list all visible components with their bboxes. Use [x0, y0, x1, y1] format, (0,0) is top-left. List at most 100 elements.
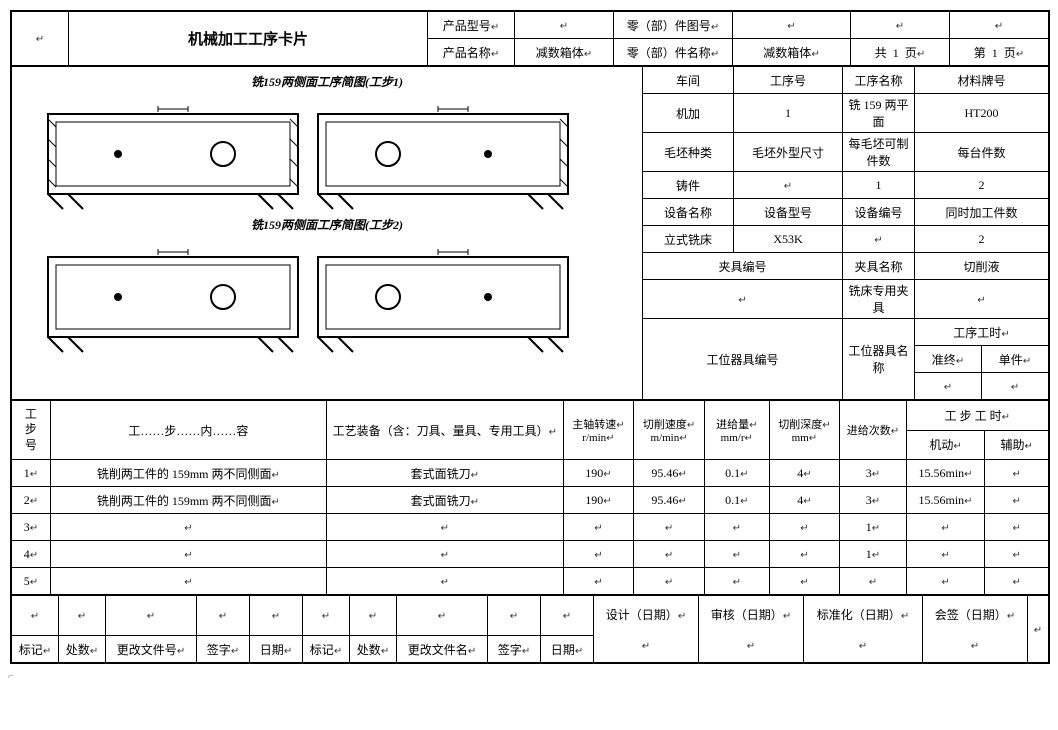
- label-date: 日期↵: [250, 636, 303, 663]
- table-cell: 5↵: [12, 568, 51, 595]
- table-cell: ↵: [769, 541, 840, 568]
- info-label: 每毛坯可制件数: [843, 133, 915, 172]
- info-label: 同时加工件数: [915, 199, 1049, 226]
- col-tooling: 工艺装备（含：刀具、量具、专用工具）↵: [326, 401, 563, 460]
- info-label: 设备编号: [843, 199, 915, 226]
- footer-blank: ↵: [12, 596, 59, 636]
- table-cell: ↵: [704, 541, 769, 568]
- info-val: ↵: [643, 280, 843, 319]
- table-cell: ↵: [906, 568, 985, 595]
- col-cutspeed: 切削速度↵m/min↵: [634, 401, 705, 460]
- table-cell: ↵: [906, 541, 985, 568]
- table-cell: ↵: [906, 514, 985, 541]
- info-val: 铸件: [643, 172, 734, 199]
- label-date2: 日期↵: [541, 636, 594, 663]
- footer-blank: ↵: [59, 596, 106, 636]
- table-cell: 3↵: [840, 487, 906, 514]
- table-cell: ↵: [563, 568, 634, 595]
- table-cell: ↵: [50, 514, 326, 541]
- info-val: ↵: [915, 373, 982, 400]
- col-stepno: 工步号: [12, 401, 51, 460]
- info-val: 立式铣床: [643, 226, 734, 253]
- table-cell: ↵: [985, 568, 1049, 595]
- table-row: 2↵铣削两工件的 159mm 两不同侧面↵套式面铣刀↵190↵95.46↵0.1…: [12, 487, 1049, 514]
- table-cell: ↵: [985, 514, 1049, 541]
- info-label: 设备名称: [643, 199, 734, 226]
- val-product-name: 减数箱体↵: [515, 39, 614, 66]
- table-cell: 4↵: [769, 460, 840, 487]
- info-label: 夹具名称: [843, 253, 915, 280]
- info-label: 工位器具名称: [843, 319, 915, 400]
- col-feed: 进给量↵mm/r↵: [704, 401, 769, 460]
- label-changefilename: 更改文件名↵: [397, 636, 488, 663]
- table-cell: ↵: [326, 541, 563, 568]
- drawing-label-2: 铣159两侧面工序简图(工步2): [18, 216, 636, 233]
- table-cell: 3↵: [12, 514, 51, 541]
- footer-table: ↵ ↵ ↵ ↵ ↵ ↵ ↵ ↵ ↵ ↵ 设计（日期）↵↵ 审核（日期）↵↵ 标准…: [11, 595, 1049, 663]
- info-val: 2: [915, 172, 1049, 199]
- table-cell: 95.46↵: [634, 460, 705, 487]
- info-val: ↵: [843, 226, 915, 253]
- table-cell: 套式面铣刀↵: [326, 460, 563, 487]
- footer-blank: ↵: [541, 596, 594, 636]
- info-val: ↵: [982, 373, 1049, 400]
- info-label: 毛坯种类: [643, 133, 734, 172]
- info-label: 设备型号: [734, 199, 843, 226]
- table-cell: ↵: [704, 568, 769, 595]
- table-row: 1↵铣削两工件的 159mm 两不同侧面↵套式面铣刀↵190↵95.46↵0.1…: [12, 460, 1049, 487]
- info-val: ↵: [734, 172, 843, 199]
- drawing-1: [18, 94, 618, 214]
- card-title: 机械加工工序卡片: [69, 12, 428, 66]
- table-cell: ↵: [985, 460, 1049, 487]
- info-val: 1: [734, 94, 843, 133]
- table-cell: ↵: [769, 568, 840, 595]
- blank: ↵: [851, 12, 950, 39]
- table-cell: ↵: [840, 568, 906, 595]
- info-label: 工位器具编号: [643, 319, 843, 400]
- table-cell: 1↵: [12, 460, 51, 487]
- table-cell: ↵: [563, 514, 634, 541]
- val-product-model: ↵: [515, 12, 614, 39]
- label-part-name: 零（部）件名称↵: [614, 39, 733, 66]
- label-changefileno: 更改文件号↵: [106, 636, 197, 663]
- info-label: 准终↵: [915, 346, 982, 373]
- table-cell: ↵: [50, 541, 326, 568]
- footer-blank: ↵: [303, 596, 350, 636]
- label-std: 标准化（日期）↵↵: [804, 596, 923, 663]
- label-design: 设计（日期）↵↵: [594, 596, 699, 663]
- footer-blank: ↵: [350, 596, 397, 636]
- info-label: 单件↵: [982, 346, 1049, 373]
- table-row: 3↵↵↵↵↵↵↵1↵↵↵: [12, 514, 1049, 541]
- col-time: 工 步 工 时↵: [906, 401, 1048, 431]
- info-label: 每台件数: [915, 133, 1049, 172]
- footer-blank: ↵: [250, 596, 303, 636]
- table-cell: 套式面铣刀↵: [326, 487, 563, 514]
- current-page: 第 1 页↵: [950, 39, 1049, 66]
- table-cell: 95.46↵: [634, 487, 705, 514]
- drawing-area: 铣159两侧面工序简图(工步1): [12, 67, 643, 400]
- info-label: 工序工时↵: [915, 319, 1049, 346]
- label-mark: 标记↵: [12, 636, 59, 663]
- info-val: 2: [915, 226, 1049, 253]
- info-label: 工序号: [734, 67, 843, 94]
- col-time-a: 机动↵: [906, 430, 985, 460]
- info-val: ↵: [915, 280, 1049, 319]
- info-val: 铣 159 两平面: [843, 94, 915, 133]
- label-count: 处数↵: [59, 636, 106, 663]
- col-passes: 进给次数↵: [840, 401, 906, 460]
- footer-blank: ↵: [1028, 596, 1049, 663]
- blank: ↵: [950, 12, 1049, 39]
- table-cell: ↵: [634, 568, 705, 595]
- info-val: X53K: [734, 226, 843, 253]
- table-cell: 1↵: [840, 514, 906, 541]
- total-pages: 共 1 页↵: [851, 39, 950, 66]
- info-val: 铣床专用夹具: [843, 280, 915, 319]
- footer-blank: ↵: [397, 596, 488, 636]
- table-cell: ↵: [704, 514, 769, 541]
- label-check: 审核（日期）↵↵: [699, 596, 804, 663]
- label-part-drawing-no: 零（部）件图号↵: [614, 12, 733, 39]
- step-table: 工步号 工……步……内……容 工艺装备（含：刀具、量具、专用工具）↵ 主轴转速↵…: [11, 400, 1049, 595]
- label-sig: 签字↵: [197, 636, 250, 663]
- table-cell: 4↵: [769, 487, 840, 514]
- table-cell: ↵: [50, 568, 326, 595]
